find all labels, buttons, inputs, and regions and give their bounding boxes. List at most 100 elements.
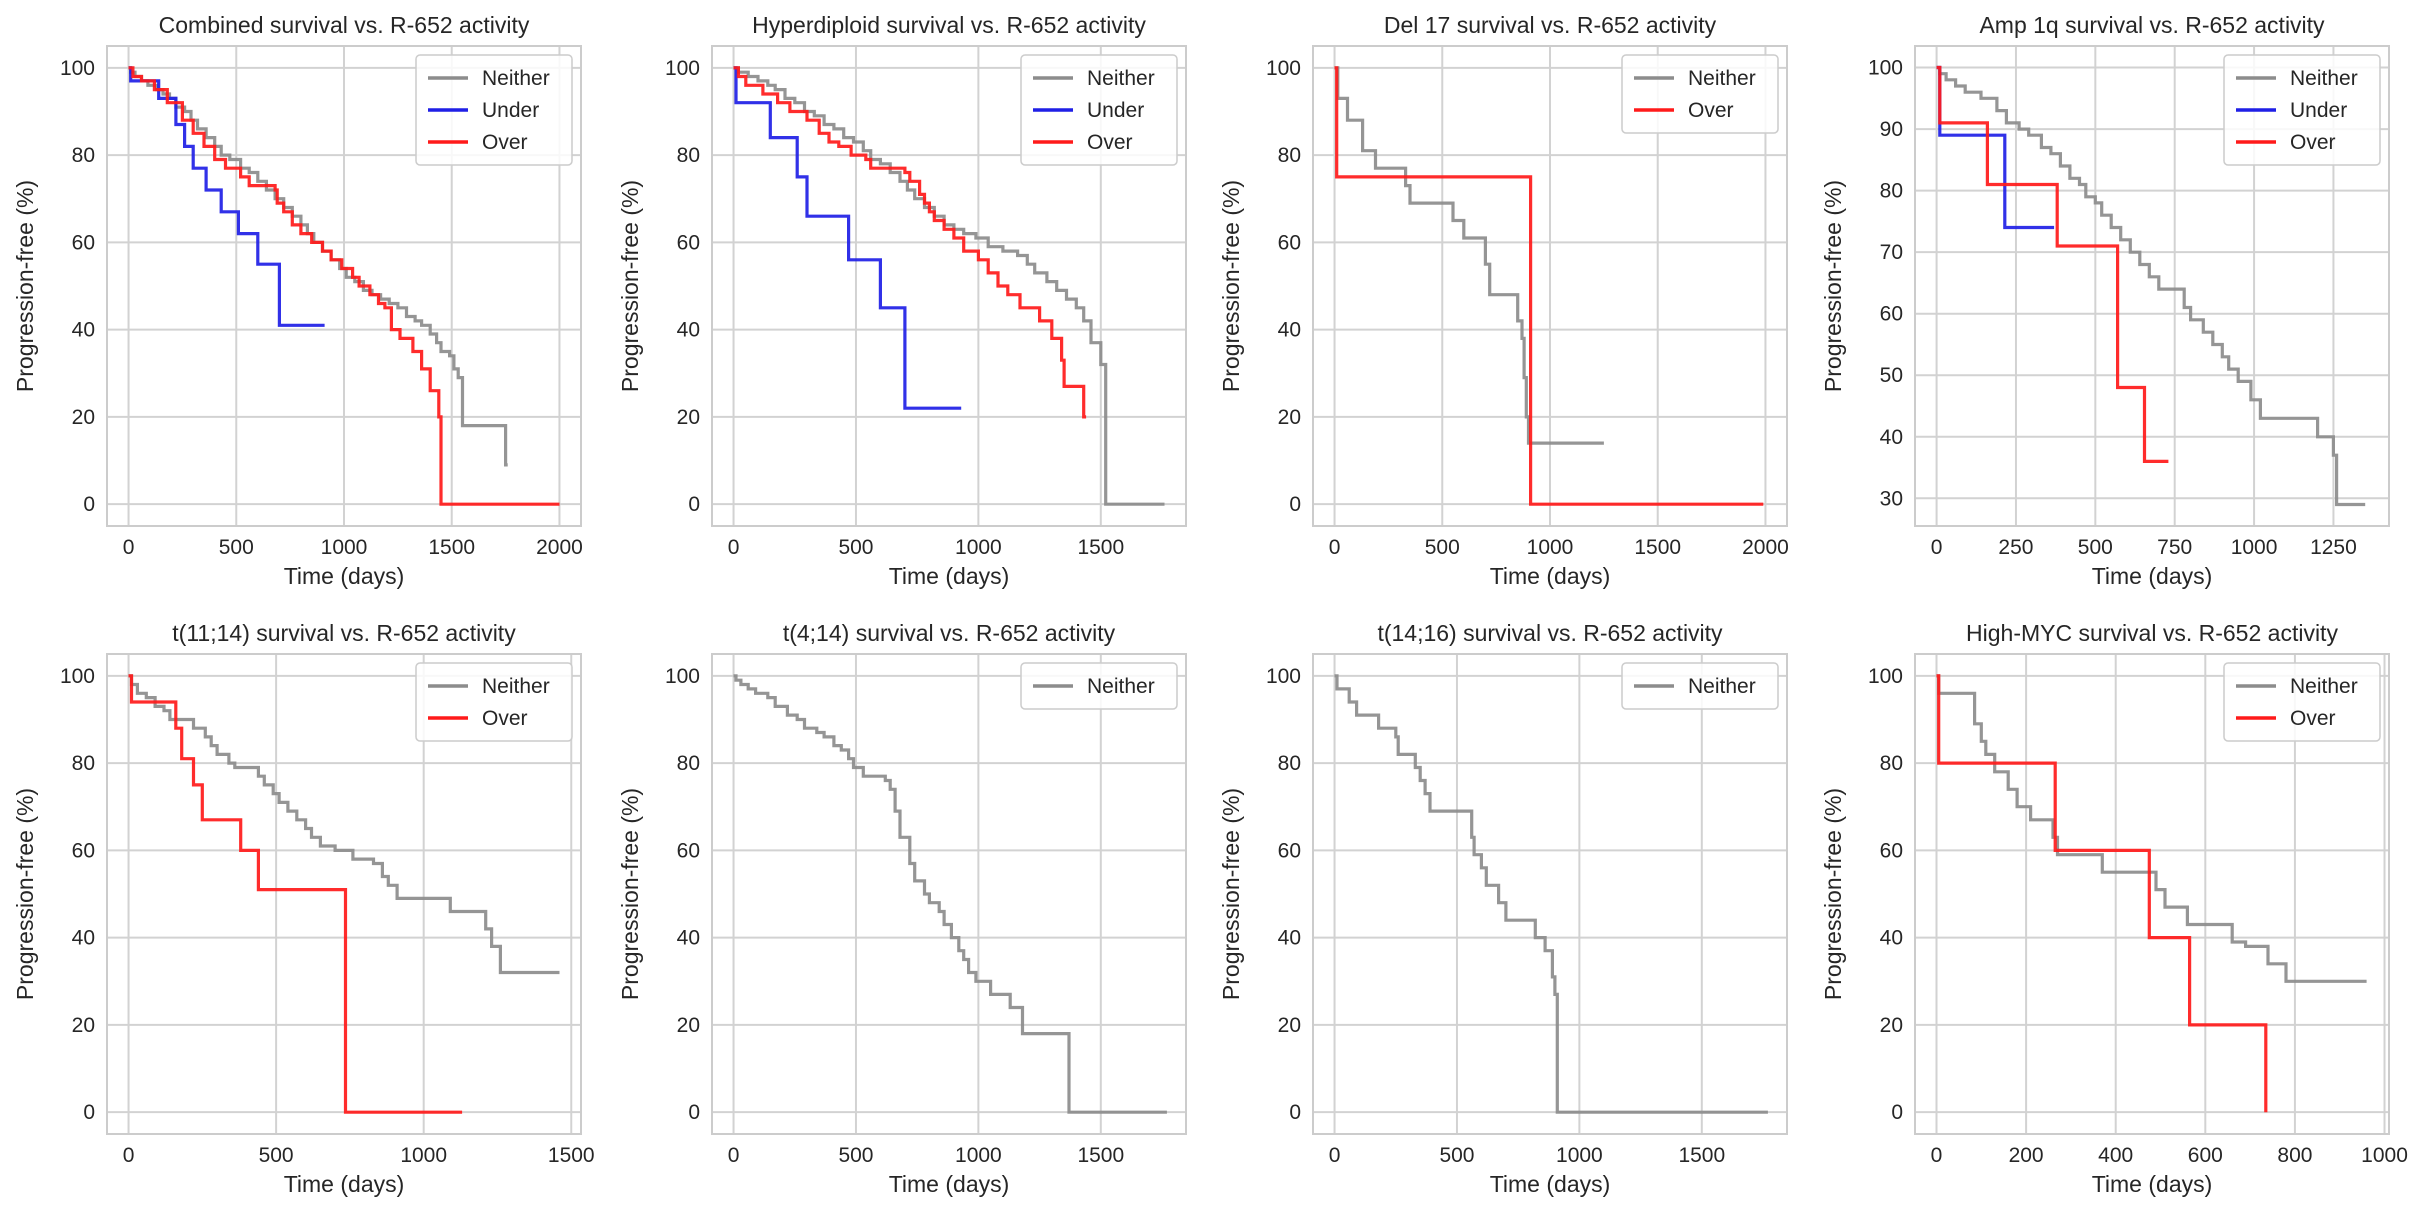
legend-label-neither: Neither [482,67,550,90]
legend-label-over: Over [2290,707,2336,730]
y-tick-label: 60 [72,231,95,254]
x-tick-label: 1000 [1527,536,1574,559]
legend-label-neither: Neither [2290,675,2358,698]
y-tick-label: 80 [1880,180,1903,203]
y-axis-label: Progression-free (%) [1218,180,1244,392]
x-tick-label: 250 [1998,536,2033,559]
legend: Neither Over [1621,54,1779,134]
y-tick-label: 60 [677,231,700,254]
plot-frame [711,653,1187,1135]
y-tick-label: 80 [1880,752,1903,775]
y-tick-label: 0 [688,1101,700,1124]
legend-label-neither: Neither [1087,675,1155,698]
legend-label-over: Over [482,707,528,730]
y-tick-label: 0 [83,1101,95,1124]
y-tick-label: 80 [1278,144,1301,167]
x-tick-label: 1500 [1077,536,1124,559]
y-tick-label: 20 [1278,406,1301,429]
series-line-neither [1936,65,2366,507]
y-axis-label: Progression-free (%) [1820,180,1846,392]
x-axis-label: Time (days) [889,1171,1010,1197]
y-axis-label: Progression-free (%) [1820,788,1846,1000]
x-tick-label: 2000 [536,536,583,559]
x-tick-label: 1000 [2231,536,2278,559]
y-tick-label: 60 [72,839,95,862]
x-tick-label: 1000 [2361,1144,2408,1167]
y-tick-label: 90 [1880,118,1903,141]
y-axis-label: Progression-free (%) [617,180,643,392]
legend-label-neither: Neither [1688,675,1756,698]
legend: Neither [1020,662,1178,710]
x-tick-label: 1500 [428,536,475,559]
plot-frame [1312,45,1788,527]
chart-panel-4: 0 250 500 750 1000 1250 30 40 50 60 70 80 90 100 Time … [1820,12,2390,589]
y-tick-label: 80 [72,752,95,775]
legend-box [2223,54,2381,166]
series-line-neither [1334,66,1604,445]
chart-title: Amp 1q survival vs. R-652 activity [1979,12,2325,38]
legend-box [1020,662,1178,710]
legend-label-under: Under [1087,99,1144,122]
x-tick-label: 1000 [321,536,368,559]
series-line-under [1936,65,2055,230]
plot-frame [1914,45,2390,527]
legend: Neither Over [415,662,573,742]
x-tick-label: 200 [2009,1144,2044,1167]
chart-panel-1: 0 500 1000 1500 2000 0 20 40 60 80 100 Time (days) P… [12,12,583,589]
plot-frame [106,45,582,527]
chart-title: High-MYC survival vs. R-652 activity [1966,620,2338,646]
x-tick-label: 0 [1329,536,1341,559]
y-tick-label: 20 [72,406,95,429]
y-tick-label: 70 [1880,241,1903,264]
x-tick-label: 0 [123,536,135,559]
x-axis-label: Time (days) [889,563,1010,589]
series-line-neither [733,66,1165,506]
y-tick-label: 0 [83,493,95,516]
series-line-neither [1936,674,2367,983]
x-tick-label: 400 [2098,1144,2133,1167]
x-tick-label: 500 [259,1144,294,1167]
y-tick-label: 60 [677,839,700,862]
y-tick-label: 100 [60,57,95,80]
y-tick-label: 60 [1880,839,1903,862]
y-tick-label: 20 [72,1014,95,1037]
y-tick-label: 40 [1278,927,1301,950]
x-tick-label: 1000 [1556,1144,1603,1167]
y-tick-label: 60 [1278,839,1301,862]
y-tick-label: 60 [1880,303,1903,326]
y-tick-label: 80 [1278,752,1301,775]
x-axis-label: Time (days) [1490,1171,1611,1197]
chart-title: Del 17 survival vs. R-652 activity [1384,12,1717,38]
chart-title: t(11;14) survival vs. R-652 activity [172,620,516,646]
y-tick-label: 60 [1278,231,1301,254]
x-axis-label: Time (days) [2092,1171,2213,1197]
y-tick-label: 100 [665,57,700,80]
chart-title: Combined survival vs. R-652 activity [159,12,530,38]
y-axis-label: Progression-free (%) [617,788,643,1000]
x-tick-label: 500 [2078,536,2113,559]
series-line-over [1936,674,2268,1113]
legend-label-under: Under [2290,99,2347,122]
x-tick-label: 500 [219,536,254,559]
legend-label-neither: Neither [1087,67,1155,90]
x-tick-label: 500 [838,1144,873,1167]
legend-box [1621,662,1779,710]
legend-label-neither: Neither [1688,67,1756,90]
y-tick-label: 20 [677,406,700,429]
y-tick-label: 100 [1266,57,1301,80]
series-line-over [128,66,560,506]
y-tick-label: 100 [1868,665,1903,688]
series-line-under [733,66,962,410]
chart-title: t(14;16) survival vs. R-652 activity [1377,620,1723,646]
legend-box [1621,54,1779,134]
y-tick-label: 0 [1289,1101,1301,1124]
y-tick-label: 100 [1868,57,1903,80]
legend-box [415,662,573,742]
series-line-neither [733,674,1167,1114]
x-tick-label: 1500 [548,1144,595,1167]
chart-panel-3: 0 500 1000 1500 2000 0 20 40 60 80 100 Time (days) P… [1218,12,1789,589]
y-tick-label: 40 [72,319,95,342]
legend: Neither Over [2223,662,2381,742]
y-tick-label: 80 [677,144,700,167]
